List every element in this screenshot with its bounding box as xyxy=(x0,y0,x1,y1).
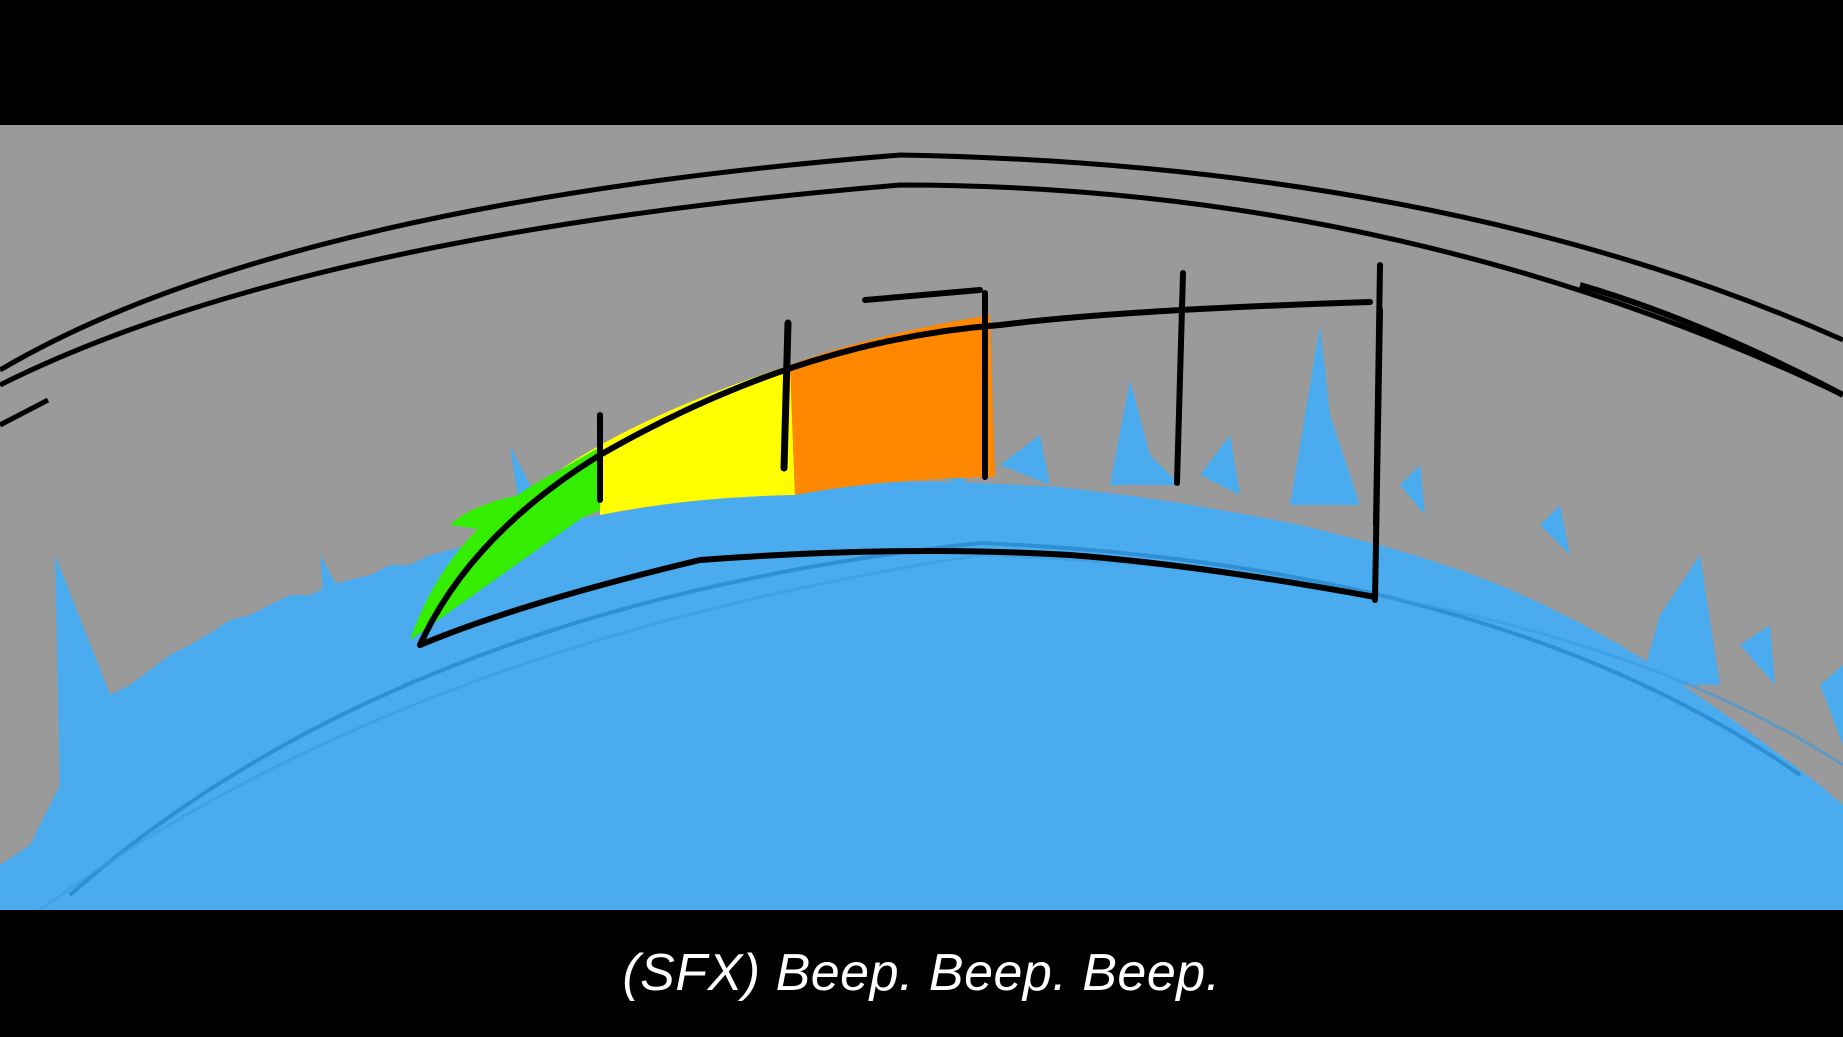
sfx-caption: (SFX) Beep. Beep. Beep. xyxy=(622,944,1221,1002)
letterbox-bottom xyxy=(0,910,1843,1037)
gauge-divider-2 xyxy=(780,319,792,472)
planet-horizon-line xyxy=(68,540,1802,897)
planet-horizon-line-inner xyxy=(39,553,1843,910)
scene-panel xyxy=(0,125,1843,910)
gauge-divider-4 xyxy=(1174,270,1186,486)
gauge-segment-2-fill xyxy=(560,365,795,515)
gauge-outline-top xyxy=(417,299,1373,648)
gauge-segment-1-fill-main xyxy=(410,447,600,640)
gauge-accent-stroke xyxy=(862,287,983,303)
helmet-arc-outer xyxy=(0,152,1843,373)
letterbox-top xyxy=(0,0,1843,125)
gauge-divider-5 xyxy=(1373,262,1383,528)
gauge-outline-bottom xyxy=(417,548,1378,648)
helmet-arc-detail-right xyxy=(1579,282,1843,398)
helmet-arc-detail-left xyxy=(0,397,50,428)
helmet-arc-inner xyxy=(0,182,1843,398)
gauge-segment-3-fill xyxy=(790,315,995,495)
scene-illustration xyxy=(0,125,1843,910)
